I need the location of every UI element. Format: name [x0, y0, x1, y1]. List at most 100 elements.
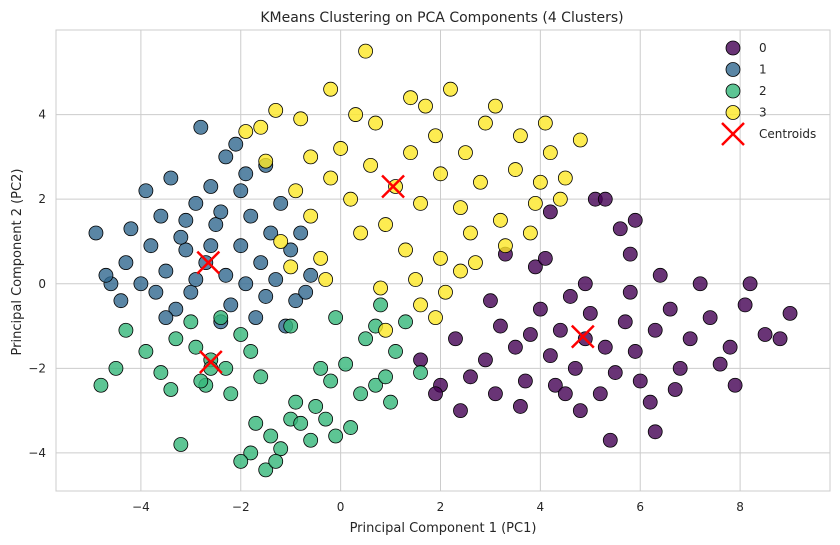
cluster-0-point — [702, 310, 718, 325]
legend-swatch — [725, 40, 741, 56]
cluster-3-point — [353, 225, 369, 241]
cluster-3-point — [433, 166, 448, 182]
cluster-0-point — [692, 276, 708, 292]
cluster-0-point — [508, 339, 523, 355]
x-tick-label: −4 — [132, 500, 150, 514]
cluster-1-point — [228, 136, 244, 152]
cluster-1-point — [258, 289, 274, 304]
cluster-2-point — [213, 310, 229, 325]
cluster-3-point — [363, 157, 378, 173]
cluster-0-point — [757, 327, 773, 342]
cluster-3-point — [428, 128, 443, 144]
cluster-3-point — [418, 98, 433, 114]
cluster-1-point — [123, 221, 139, 237]
cluster-0-point — [582, 305, 598, 321]
cluster-0-point — [522, 327, 538, 342]
y-tick-label: 0 — [38, 277, 46, 291]
cluster-1-point — [88, 225, 104, 241]
x-tick-label: 0 — [337, 500, 345, 514]
x-tick-label: 6 — [636, 500, 644, 514]
cluster-1-point — [233, 183, 249, 199]
cluster-2-point — [108, 360, 124, 376]
legend-item-3: 3 — [725, 105, 767, 120]
legend-label: Centroids — [759, 127, 816, 141]
x-tick-labels: −4 −2 0 2 4 6 8 — [132, 500, 744, 514]
legend-label: 1 — [759, 63, 767, 77]
cluster-0-point — [612, 221, 628, 237]
cluster-0-point — [742, 276, 758, 292]
cluster-1-point — [98, 267, 114, 283]
cluster-0-point — [483, 293, 498, 309]
cluster-0-point — [602, 432, 618, 448]
cluster-3-point — [398, 242, 413, 258]
x-tick-label: −2 — [232, 500, 250, 514]
x-tick-label: 2 — [437, 500, 445, 514]
cluster-0-point — [647, 322, 663, 338]
cluster-3-point — [333, 141, 349, 156]
cluster-2-point — [253, 369, 269, 385]
cluster-0-point — [627, 212, 643, 228]
cluster-2-point — [233, 327, 249, 342]
cluster-0-point — [547, 377, 563, 393]
cluster-1-point — [253, 255, 269, 271]
centroid-markers — [196, 174, 595, 374]
cluster-1-point — [243, 208, 259, 224]
cluster-1-point — [168, 301, 184, 317]
cluster-3-point — [453, 200, 468, 216]
cluster-2-point — [243, 344, 259, 359]
cluster-0-point — [552, 322, 568, 338]
cluster-3-point — [443, 81, 458, 97]
cluster-0-point — [607, 365, 623, 380]
cluster-3-point — [273, 234, 289, 249]
legend-label: 3 — [759, 106, 767, 120]
cluster-1-point — [263, 225, 279, 241]
cluster-1-point — [113, 293, 129, 309]
cluster-2-point — [338, 356, 354, 372]
cluster-3-point — [552, 191, 568, 207]
cluster-0-point — [517, 373, 533, 389]
cluster-3-point — [453, 263, 468, 279]
cluster-0-point — [622, 284, 638, 300]
cluster-1-point — [293, 225, 309, 241]
cluster-1-point — [178, 242, 194, 258]
cluster-1-point — [238, 166, 254, 182]
cluster-0-point — [652, 267, 668, 283]
cluster-2-point — [153, 365, 169, 380]
cluster-3-point — [542, 145, 558, 161]
cluster-1-point — [248, 310, 264, 325]
cluster-0-point — [478, 352, 493, 368]
cluster-0-point — [727, 377, 743, 393]
legend-item-centroids: Centroids — [721, 122, 816, 146]
cluster-1-point — [163, 170, 179, 186]
legend: 0 1 2 3 Centroids — [721, 40, 816, 146]
cluster-1-point — [303, 267, 319, 283]
cluster-1-point — [298, 284, 314, 300]
cluster-0-point — [647, 424, 663, 440]
cluster-3-point — [378, 322, 393, 338]
cluster-0-point — [592, 386, 608, 402]
cluster-3-point — [323, 170, 339, 186]
centroid-marker — [198, 350, 223, 374]
cluster-0-point — [627, 344, 643, 359]
cluster-0-point — [782, 305, 798, 321]
centroid-marker — [381, 174, 405, 199]
legend-swatch — [725, 83, 741, 99]
cluster-3-point — [488, 98, 503, 114]
legend-item-2: 2 — [725, 83, 767, 99]
cluster-2-point — [283, 318, 299, 334]
cluster-3-point — [343, 191, 359, 207]
cluster-2-point — [308, 399, 324, 414]
cluster-0-point — [453, 403, 468, 419]
cluster-0-point — [488, 386, 503, 402]
cluster-3-point — [468, 255, 483, 271]
cluster-2-point — [273, 441, 289, 457]
cluster-3-point — [403, 90, 418, 106]
cluster-3-point — [238, 124, 254, 139]
y-tick-labels: −4 −2 0 2 4 — [28, 108, 46, 460]
legend-label: 2 — [759, 84, 767, 98]
cluster-2-point — [313, 360, 329, 376]
cluster-3-point — [318, 272, 334, 287]
cluster-3-point — [463, 225, 478, 241]
cluster-3-point — [253, 119, 269, 135]
